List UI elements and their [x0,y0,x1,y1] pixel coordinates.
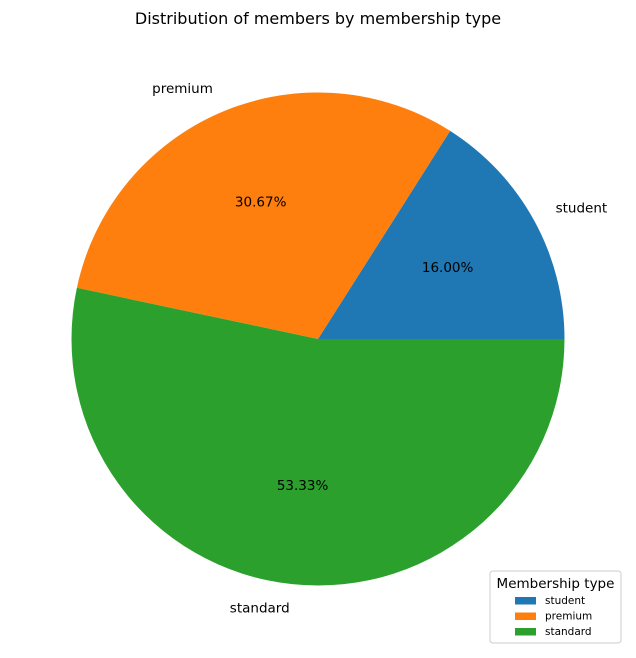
percent-label-premium: 30.67% [235,195,287,211]
slice-label-standard: standard [230,601,290,617]
legend-swatch-standard [515,628,536,636]
percent-label-student: 16.00% [422,260,474,276]
percent-label-standard: 53.33% [277,478,329,494]
chart-title: Distribution of members by membership ty… [135,9,501,28]
legend-label-student: student [545,595,585,607]
legend-swatch-premium [515,612,536,620]
legend-title: Membership type [497,576,615,592]
pie-labels: student 16.00% premium 30.67% standard 53.33% [152,81,607,617]
pie-slice-premium [76,92,451,339]
legend-frame [489,570,622,644]
pie-slice-student [318,130,565,339]
slice-label-premium: premium [152,81,213,97]
pie-slice-standard [71,287,565,586]
legend-label-standard: standard [545,626,592,638]
legend: Membership type student premium standard [489,570,622,644]
pie-slices [71,92,565,586]
legend-label-premium: premium [545,611,592,623]
legend-swatch-student [515,597,536,605]
legend-items: student premium standard [515,595,592,638]
slice-label-student: student [556,200,608,216]
